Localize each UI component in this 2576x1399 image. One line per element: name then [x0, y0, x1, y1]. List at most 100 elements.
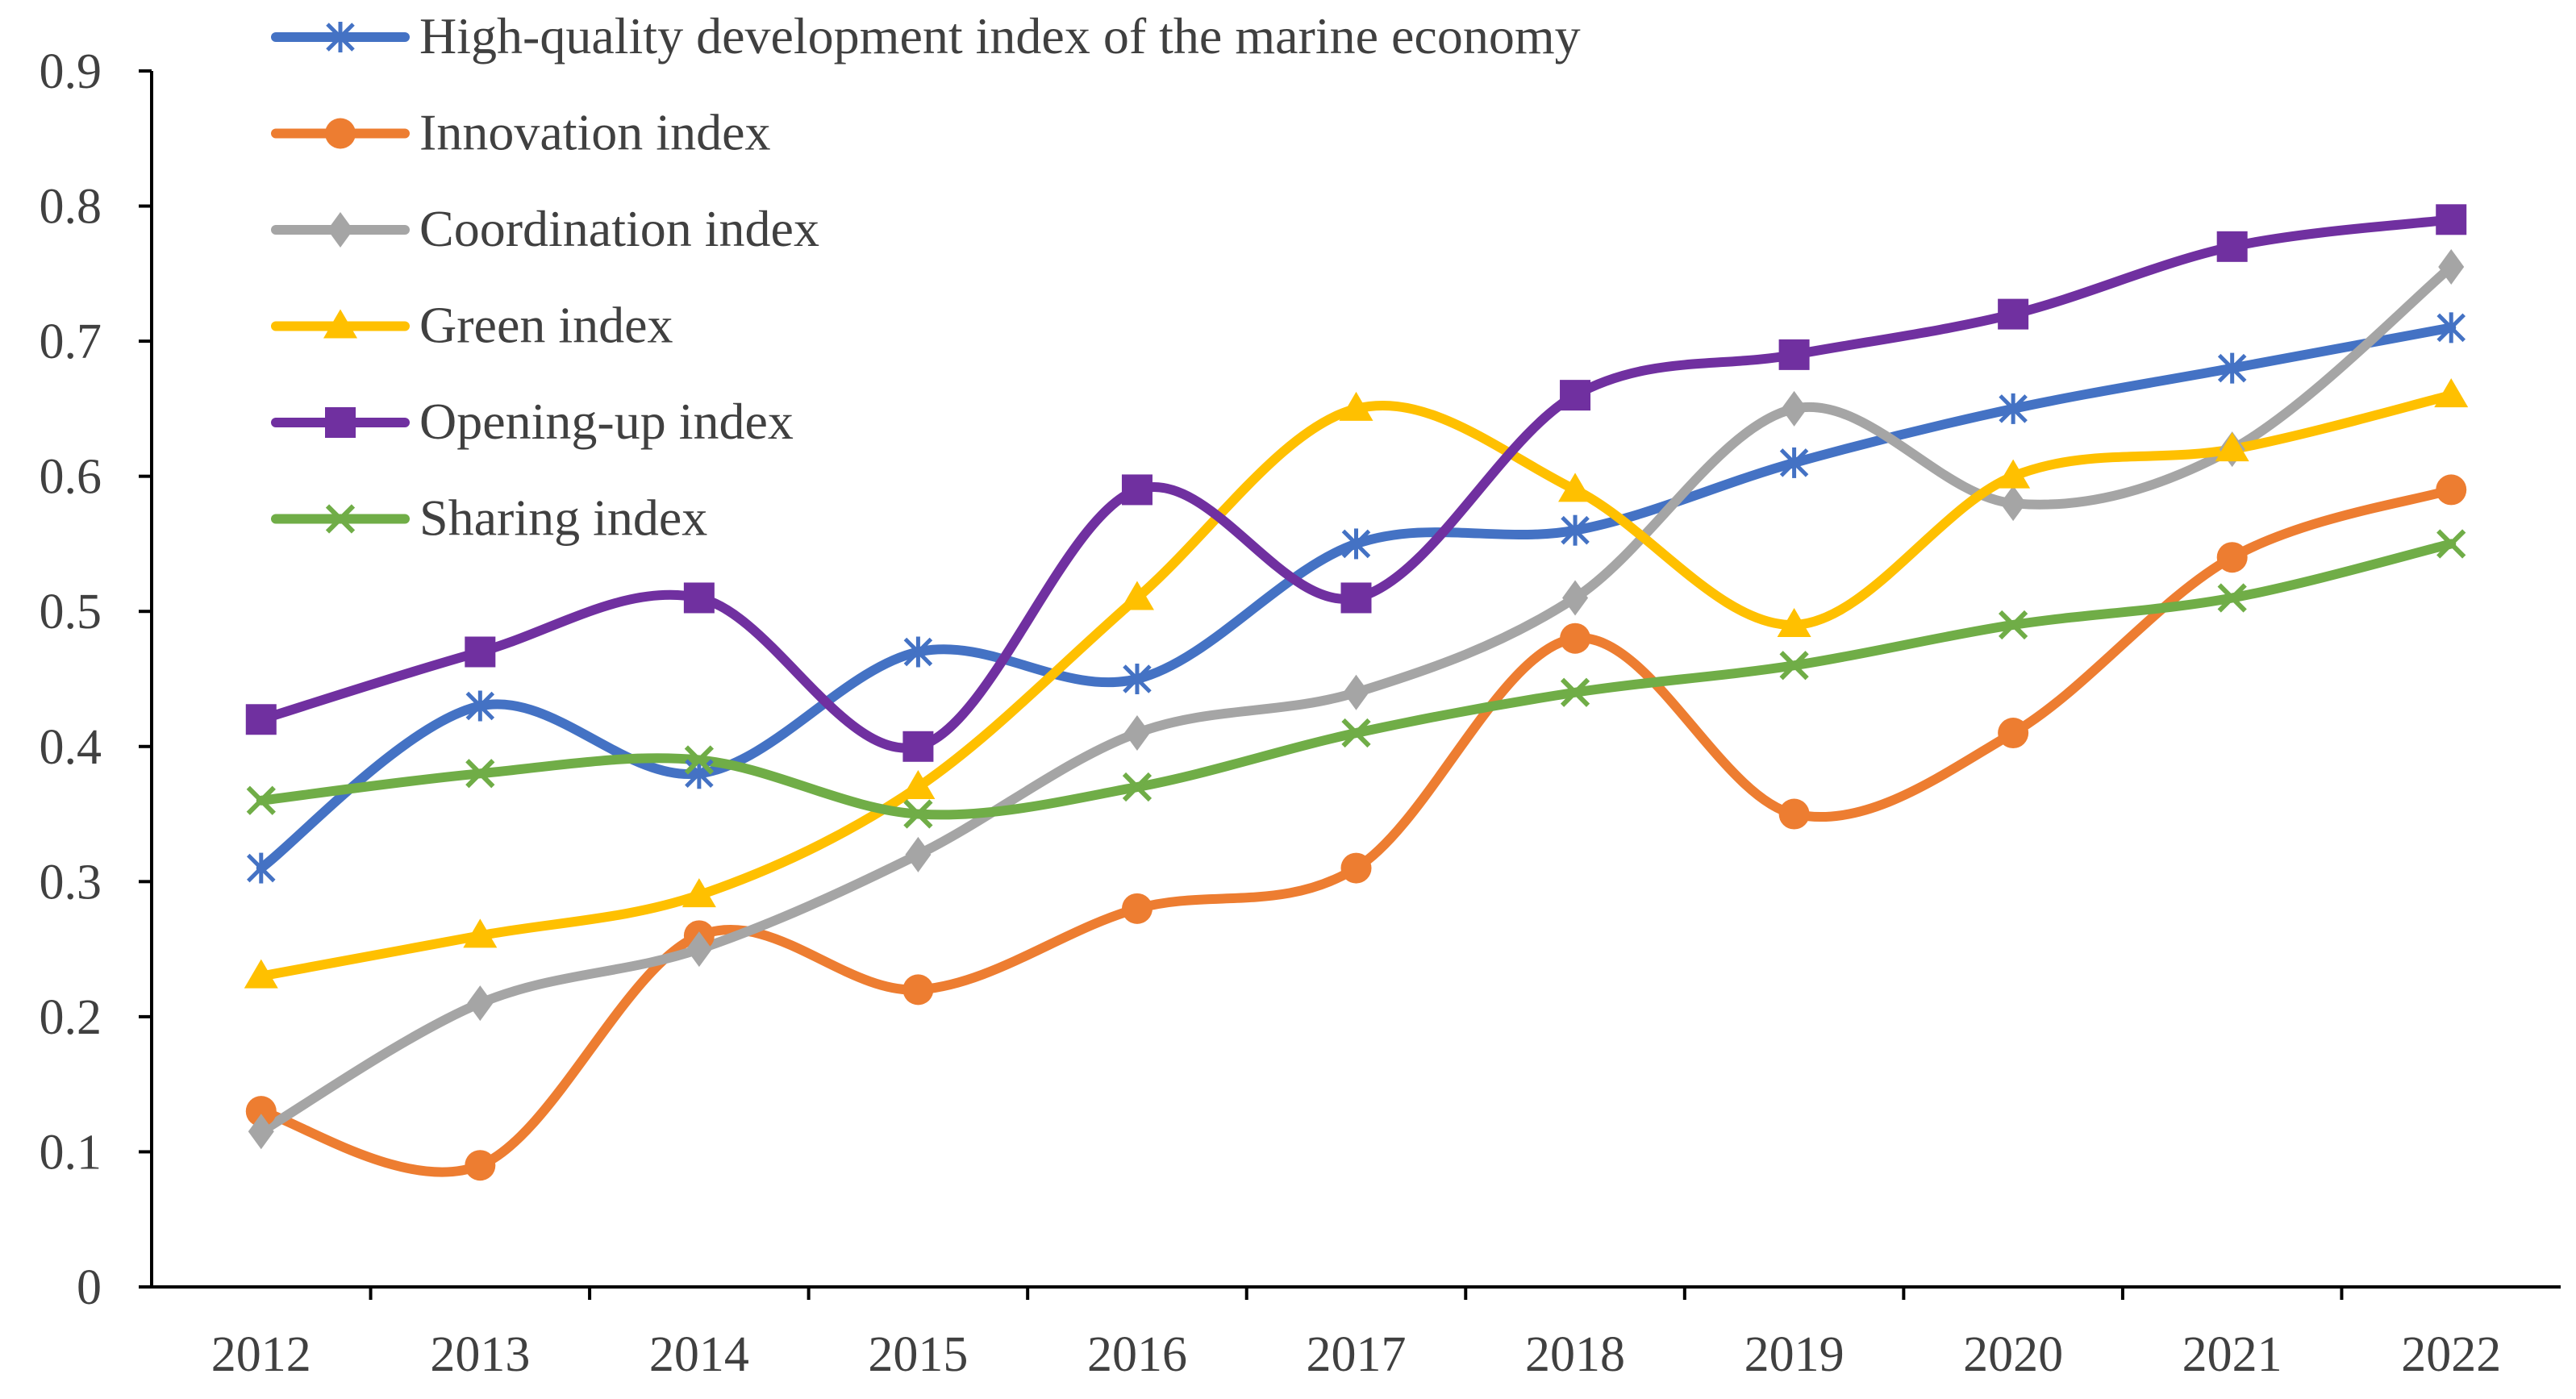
y-tick-label: 0.9	[40, 44, 102, 99]
data-point-innovation-index	[2216, 542, 2248, 573]
data-point-sharing-index	[1341, 718, 1371, 748]
data-point-sharing-index	[903, 799, 933, 829]
tick-labels: 0 0.1 0.2 0.3 0.4 0.5 0.6 0.7 0.8 0.9 2012 2013 2014…	[40, 44, 2502, 1382]
data-point-innovation-index	[1340, 852, 1372, 884]
legend-label: Green index	[419, 297, 673, 354]
data-point-high-quality-development-index-of-the-marine-economy	[465, 690, 495, 722]
legend-label: Sharing index	[419, 489, 707, 547]
data-point-opening-up-index	[1998, 298, 2029, 330]
x-tick-label: 2019	[1744, 1327, 1844, 1382]
legend-label: Opening-up index	[419, 393, 794, 450]
x-tick-label: 2020	[1963, 1327, 2063, 1382]
data-point-green-index	[1558, 473, 1593, 502]
data-point-innovation-index	[2436, 474, 2467, 506]
data-point-green-index	[244, 959, 278, 989]
data-point-green-index	[1339, 391, 1373, 421]
data-point-high-quality-development-index-of-the-marine-economy	[1999, 393, 2028, 424]
x-tick-label: 2015	[868, 1327, 968, 1382]
data-point-coordination-index	[905, 836, 932, 872]
axes	[139, 69, 2561, 1300]
legend-label: Innovation index	[419, 104, 770, 161]
data-point-opening-up-index	[2216, 231, 2248, 262]
data-point-green-index	[2434, 378, 2469, 408]
y-tick-label: 0.5	[40, 585, 102, 639]
data-point-green-index	[901, 770, 936, 800]
x-tick-label: 2021	[2182, 1327, 2282, 1382]
x-tick-label: 2014	[649, 1327, 749, 1382]
x-tick-label: 2017	[1307, 1327, 1407, 1382]
legend-marker	[325, 118, 356, 149]
data-point-opening-up-index	[245, 704, 277, 735]
data-point-coordination-index	[1123, 715, 1150, 752]
x-tick-label: 2013	[430, 1327, 530, 1382]
legend-entry-coordination-index: Coordination index	[271, 200, 819, 257]
legend-marker	[325, 504, 356, 534]
data-point-innovation-index	[1998, 718, 2029, 749]
data-point-innovation-index	[902, 974, 934, 1006]
data-point-green-index	[1996, 459, 2031, 489]
data-point-innovation-index	[1560, 622, 1591, 654]
x-tick-label: 2022	[2401, 1327, 2501, 1382]
data-point-green-index	[1777, 607, 1811, 637]
data-point-opening-up-index	[902, 731, 934, 762]
data-point-coordination-index	[2438, 248, 2465, 285]
legend-entry-high-quality-development-index-of-the-marine-economy: High-quality development index of the ma…	[271, 7, 1581, 65]
data-point-high-quality-development-index-of-the-marine-economy	[247, 852, 276, 884]
legend-entry-opening-up-index: Opening-up index	[271, 393, 794, 450]
data-point-high-quality-development-index-of-the-marine-economy	[2217, 352, 2247, 384]
data-point-sharing-index	[2436, 529, 2466, 559]
data-point-innovation-index	[245, 1096, 277, 1127]
data-point-opening-up-index	[1778, 339, 1810, 370]
y-tick-label: 0.7	[40, 314, 102, 369]
y-tick-label: 0.1	[40, 1125, 102, 1180]
legend-marker	[323, 309, 357, 339]
series-markers	[244, 204, 2469, 1181]
series-line-high-quality-development-index-of-the-marine-economy	[256, 323, 2457, 873]
data-point-high-quality-development-index-of-the-marine-economy	[1561, 514, 1590, 546]
y-tick-label: 0.6	[40, 450, 102, 505]
data-point-sharing-index	[1560, 677, 1590, 707]
data-point-coordination-index	[1781, 390, 1807, 427]
legend-marker	[326, 22, 355, 52]
y-tick-label: 0	[77, 1260, 102, 1315]
data-point-coordination-index	[1562, 580, 1589, 616]
y-tick-label: 0.3	[40, 855, 102, 910]
data-point-sharing-index	[1122, 772, 1153, 802]
data-point-opening-up-index	[1340, 582, 1372, 614]
data-point-coordination-index	[686, 931, 712, 968]
legend-label: Coordination index	[419, 200, 819, 257]
data-point-green-index	[1119, 581, 1154, 610]
data-point-sharing-index	[684, 745, 714, 775]
data-point-green-index	[463, 918, 498, 948]
y-tick-label: 0.8	[40, 180, 102, 235]
legend-label: High-quality development index of the ma…	[419, 7, 1581, 65]
data-point-opening-up-index	[1560, 380, 1591, 411]
data-point-sharing-index	[2217, 583, 2247, 613]
data-point-coordination-index	[1343, 674, 1369, 710]
data-point-green-index	[682, 878, 716, 908]
data-point-coordination-index	[248, 1114, 274, 1150]
legend-entry-sharing-index: Sharing index	[271, 489, 707, 547]
data-point-sharing-index	[465, 759, 495, 789]
data-point-high-quality-development-index-of-the-marine-economy	[903, 636, 933, 668]
y-tick-label: 0.2	[40, 990, 102, 1045]
x-tick-label: 2012	[211, 1327, 311, 1382]
data-point-innovation-index	[1778, 798, 1810, 830]
x-tick-label: 2018	[1525, 1327, 1625, 1382]
x-tick-label: 2016	[1087, 1327, 1187, 1382]
data-point-innovation-index	[1121, 893, 1153, 924]
data-point-sharing-index	[1999, 610, 2028, 640]
data-point-opening-up-index	[1121, 474, 1153, 506]
legend-marker	[325, 407, 356, 438]
data-point-green-index	[2215, 432, 2249, 462]
data-point-innovation-index	[465, 1150, 496, 1181]
data-point-coordination-index	[2000, 485, 2027, 522]
legend: High-quality development index of the ma…	[271, 7, 1581, 547]
data-point-coordination-index	[467, 985, 494, 1022]
data-point-high-quality-development-index-of-the-marine-economy	[2436, 312, 2466, 344]
y-tick-label: 0.4	[40, 720, 102, 775]
data-point-high-quality-development-index-of-the-marine-economy	[1341, 528, 1371, 560]
legend-marker	[327, 212, 353, 248]
